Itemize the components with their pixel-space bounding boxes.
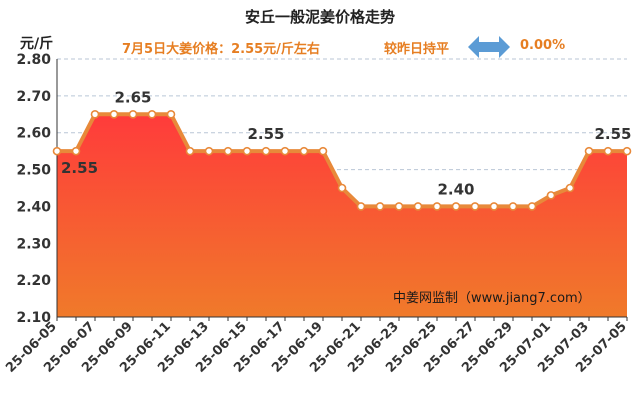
- data-point: [52, 146, 62, 156]
- data-point: [527, 202, 537, 211]
- y-axis-unit: 元/斤: [20, 36, 54, 52]
- data-point: [394, 202, 404, 211]
- data-point: [451, 202, 461, 211]
- data-point: [261, 146, 271, 156]
- data-point: [565, 183, 575, 193]
- data-point: [413, 202, 423, 211]
- y-tick-label: 2.70: [16, 89, 51, 105]
- y-tick-label: 2.30: [16, 236, 51, 252]
- data-point: [337, 183, 347, 193]
- data-point: [223, 146, 233, 156]
- change-value: 0.00%: [520, 38, 566, 53]
- data-point: [318, 146, 328, 156]
- data-point: [147, 109, 157, 119]
- data-label: 2.40: [437, 180, 474, 198]
- data-point: [71, 146, 81, 156]
- y-tick-label: 2.50: [16, 163, 51, 179]
- data-label: 2.55: [61, 159, 98, 177]
- data-point: [242, 146, 252, 156]
- data-point: [280, 146, 290, 156]
- chart-title: 安丘一般泥姜价格走势: [244, 8, 395, 26]
- data-point: [128, 109, 138, 119]
- data-point: [109, 109, 119, 119]
- data-point: [204, 146, 214, 156]
- data-point: [489, 202, 499, 211]
- data-point: [90, 109, 100, 119]
- y-tick-label: 2.80: [16, 52, 51, 68]
- data-point: [622, 146, 632, 156]
- data-label: 2.55: [594, 125, 631, 143]
- data-point: [356, 202, 366, 211]
- data-point: [470, 202, 480, 211]
- double-arrow-icon: [468, 36, 510, 58]
- data-point: [299, 146, 309, 156]
- data-label: 2.55: [247, 125, 284, 143]
- data-point: [584, 146, 594, 156]
- data-point: [375, 202, 385, 211]
- data-point: [546, 191, 556, 200]
- y-tick-label: 2.20: [16, 273, 51, 289]
- y-tick-label: 2.10: [16, 310, 51, 326]
- data-point: [185, 146, 195, 156]
- data-point: [508, 202, 518, 211]
- data-label: 2.65: [114, 88, 151, 106]
- price-summary: 7月5日大姜价格：2.55元/斤左右: [122, 42, 320, 57]
- y-tick-label: 2.40: [16, 199, 51, 215]
- compare-label: 较昨日持平: [384, 42, 450, 57]
- data-point: [432, 202, 442, 211]
- price-area: [57, 114, 627, 318]
- data-point: [166, 109, 176, 119]
- y-tick-label: 2.60: [16, 126, 51, 142]
- watermark: 中姜网监制（www.jiang7.com）: [393, 291, 591, 306]
- data-point: [603, 146, 613, 156]
